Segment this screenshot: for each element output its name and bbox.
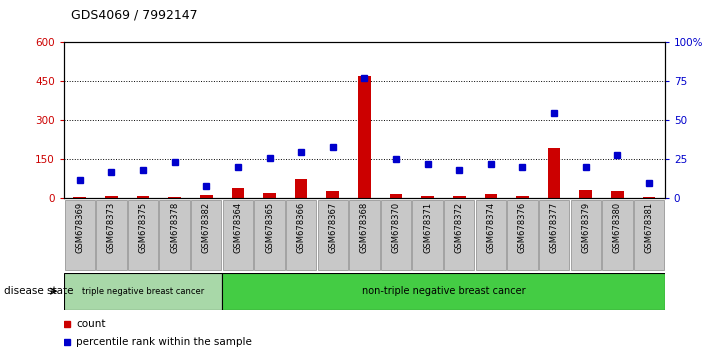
Text: GSM678371: GSM678371	[423, 202, 432, 253]
Bar	[64, 273, 222, 310]
Text: GSM678379: GSM678379	[581, 202, 590, 253]
Bar	[349, 200, 380, 270]
Text: GSM678370: GSM678370	[392, 202, 400, 253]
Text: GSM678369: GSM678369	[75, 202, 85, 253]
Bar	[326, 191, 339, 198]
Text: GSM678373: GSM678373	[107, 202, 116, 253]
Text: GSM678364: GSM678364	[233, 202, 242, 253]
Bar	[65, 200, 95, 270]
Bar	[286, 200, 316, 270]
Bar	[579, 190, 592, 198]
Bar	[358, 76, 370, 198]
Text: GSM678381: GSM678381	[644, 202, 653, 253]
Text: percentile rank within the sample: percentile rank within the sample	[76, 337, 252, 347]
Bar	[232, 188, 245, 198]
Bar	[516, 196, 529, 198]
Text: GSM678377: GSM678377	[550, 202, 559, 253]
Bar	[295, 179, 307, 198]
Bar	[255, 200, 284, 270]
Bar	[223, 200, 253, 270]
Text: GSM678367: GSM678367	[328, 202, 337, 253]
Text: GSM678372: GSM678372	[455, 202, 464, 253]
Bar	[547, 148, 560, 198]
Bar	[485, 194, 497, 198]
Text: count: count	[76, 319, 105, 329]
Bar	[137, 196, 149, 198]
Bar	[570, 200, 601, 270]
Text: GSM678378: GSM678378	[170, 202, 179, 253]
Bar	[539, 200, 570, 270]
Bar	[611, 191, 624, 198]
Bar	[634, 200, 664, 270]
Bar	[318, 200, 348, 270]
Bar	[381, 200, 411, 270]
Bar	[643, 197, 656, 198]
Bar	[476, 200, 506, 270]
Bar	[159, 200, 190, 270]
Bar	[508, 200, 538, 270]
Text: GSM678368: GSM678368	[360, 202, 369, 253]
Text: disease state: disease state	[4, 286, 73, 296]
Bar	[96, 200, 127, 270]
Bar	[200, 195, 213, 198]
Bar	[602, 200, 633, 270]
Text: GSM678376: GSM678376	[518, 202, 527, 253]
Text: GDS4069 / 7992147: GDS4069 / 7992147	[71, 8, 198, 21]
Text: GSM678365: GSM678365	[265, 202, 274, 253]
Bar	[390, 194, 402, 198]
Text: GSM678366: GSM678366	[296, 202, 306, 253]
Text: GSM678382: GSM678382	[202, 202, 210, 253]
Bar	[422, 196, 434, 198]
Text: GSM678374: GSM678374	[486, 202, 496, 253]
Bar	[444, 200, 474, 270]
Bar	[128, 200, 159, 270]
Text: triple negative breast cancer: triple negative breast cancer	[82, 287, 204, 296]
Bar	[412, 200, 443, 270]
Bar	[453, 196, 466, 198]
Bar	[169, 197, 181, 198]
Text: GSM678375: GSM678375	[139, 202, 148, 253]
Text: GSM678380: GSM678380	[613, 202, 622, 253]
Bar	[263, 193, 276, 198]
Text: non-triple negative breast cancer: non-triple negative breast cancer	[362, 286, 525, 296]
Bar	[222, 273, 665, 310]
Bar	[105, 196, 118, 198]
Bar	[191, 200, 221, 270]
